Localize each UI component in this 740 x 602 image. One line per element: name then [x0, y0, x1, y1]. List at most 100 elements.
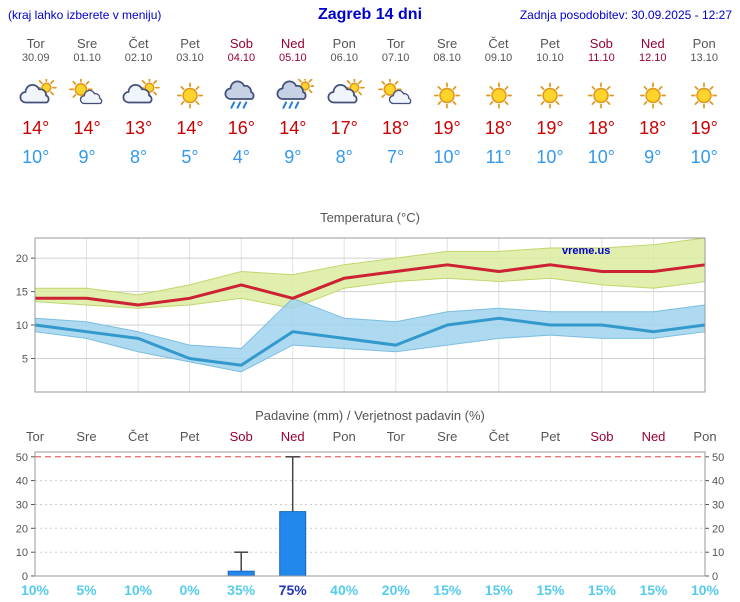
page-header: (kraj lahko izberete v meniju) Zagreb 14… — [0, 0, 740, 24]
probability-label: 40% — [330, 582, 359, 598]
location-hint: (kraj lahko izberete v meniju) — [8, 8, 162, 22]
precip-day-label: Pon — [333, 429, 356, 444]
precip-day-label: Tor — [387, 429, 406, 444]
day-column: Čet 02.10 13° 8° — [113, 36, 164, 168]
weather-icon-cell — [10, 79, 61, 115]
day-column: Ned 12.10 18° 9° — [627, 36, 678, 168]
day-date: 03.10 — [176, 52, 204, 64]
plot-border — [34, 451, 706, 577]
day-column: Sre 08.10 19° 10° — [421, 36, 472, 168]
probability-label: 75% — [279, 582, 308, 598]
max-temperature: 18° — [587, 118, 615, 138]
probability-label: 10% — [691, 582, 720, 598]
day-column: Ned 05.10 14° 9° — [267, 36, 318, 168]
watermark-link[interactable]: vreme.us — [562, 245, 610, 257]
temperature-section: Temperatura (°C) 5 10 15 20 vreme.us — [0, 210, 740, 406]
precip-day-label: Sob — [230, 429, 253, 444]
day-column: Sob 11.10 18° 10° — [576, 36, 627, 168]
precip-day-label: Čet — [489, 429, 510, 444]
precip-y-tick-right: 0 — [712, 571, 718, 583]
precip-day-label: Sre — [76, 429, 96, 444]
max-temperature: 18° — [382, 118, 410, 138]
day-column: Pon 13.10 19° 10° — [678, 36, 729, 168]
weather-icon-cell — [370, 79, 421, 115]
rain-sun-icon — [276, 79, 314, 109]
precipitation-chart: Tor Sre Čet Pet Sob Ned Pon Tor Sre Čet Pet Sob Ned P… — [16, 429, 725, 598]
precip-day-label: Sre — [437, 429, 457, 444]
max-temperature: 14° — [176, 118, 204, 138]
probability-label: 15% — [485, 582, 514, 598]
max-temperature: 14° — [279, 118, 307, 138]
max-temperature: 19° — [690, 118, 718, 138]
day-name: Pon — [332, 36, 356, 51]
probability-label: 15% — [588, 582, 617, 598]
weather-icon-cell — [627, 79, 678, 115]
day-name: Ned — [640, 36, 665, 51]
day-name: Pet — [180, 36, 200, 51]
max-temperature: 16° — [227, 118, 256, 138]
min-temperature: 9° — [78, 147, 96, 167]
max-temperature: 14° — [73, 118, 101, 138]
min-temperature: 7° — [387, 147, 405, 167]
weather-icon-cell — [61, 79, 112, 115]
min-temperature: 8° — [129, 147, 148, 167]
probability-label: 15% — [536, 582, 565, 598]
weather-icon-cell — [319, 79, 370, 115]
sun-icon — [176, 82, 203, 109]
last-updated: Zadnja posodobitev: 30.09.2025 - 12:27 — [519, 8, 732, 22]
plot-background — [35, 452, 705, 576]
precip-y-tick-left: 0 — [22, 571, 28, 583]
day-column: Sob 04.10 16° 4° — [216, 36, 267, 168]
max-temperature: 18° — [639, 118, 667, 138]
day-column: Pon 06.10 17° 8° — [319, 36, 370, 168]
probability-label: 15% — [639, 582, 668, 598]
max-temperature: 19° — [433, 118, 461, 138]
precip-bar — [227, 570, 255, 577]
sun-cloud-icon — [377, 79, 411, 105]
day-date: 30.09 — [21, 52, 50, 64]
precip-day-label: Ned — [281, 429, 305, 444]
day-date: 06.10 — [330, 52, 358, 64]
precip-y-tick-right: 10 — [712, 547, 724, 559]
day-date: 01.10 — [73, 52, 101, 64]
sun-icon — [691, 82, 718, 109]
precip-day-label: Čet — [128, 429, 149, 444]
precipitation-chart-title: Padavine (mm) / Verjetnost padavin (%) — [255, 408, 485, 423]
min-temperature: 9° — [644, 147, 662, 167]
day-column: Pet 03.10 14° 5° — [164, 36, 215, 168]
probability-label: 35% — [227, 582, 256, 598]
temp-y-tick-label: 10 — [16, 320, 28, 332]
day-column: Tor 07.10 18° 7° — [370, 36, 421, 168]
day-column: Čet 09.10 18° 11° — [473, 36, 524, 168]
probability-label: 10% — [124, 582, 153, 598]
precip-day-label: Pon — [693, 429, 716, 444]
day-date: 09.10 — [484, 52, 513, 64]
day-name: Ned — [280, 36, 305, 51]
sun-icon — [434, 82, 461, 109]
day-date: 04.10 — [227, 52, 256, 64]
temperature-chart: 5 10 15 20 vreme.us — [16, 237, 706, 393]
weather-icon-cell — [267, 79, 318, 115]
day-date: 12.10 — [639, 52, 667, 64]
rain-icon — [224, 80, 255, 109]
precip-y-tick-right: 40 — [712, 476, 724, 488]
day-column: Sre 01.10 14° 9° — [61, 36, 112, 168]
precip-day-label: Pet — [180, 429, 200, 444]
day-column: Tor 30.09 14° 10° — [10, 36, 61, 168]
max-temperature: 17° — [330, 118, 358, 138]
cloud-sun-icon — [327, 79, 366, 104]
min-temp-line — [34, 316, 706, 367]
temp-y-tick-label: 15 — [16, 287, 28, 299]
min-temperature: 10° — [690, 147, 718, 167]
precip-bar — [279, 511, 307, 577]
precip-day-label: Ned — [642, 429, 666, 444]
day-name: Sre — [436, 36, 458, 51]
min-temperature: 10° — [536, 147, 564, 167]
day-date: 11.10 — [587, 52, 615, 64]
day-name: Tor — [26, 36, 45, 51]
precip-day-label: Tor — [26, 429, 45, 444]
forecast-strip: Tor 30.09 14° 10° Sre 01.10 14° 9° Čet 02.10 13° 8°… — [0, 24, 740, 168]
day-name: Tor — [386, 36, 405, 51]
precip-y-tick-left: 50 — [16, 452, 28, 464]
precip-y-tick-left: 30 — [16, 500, 28, 512]
